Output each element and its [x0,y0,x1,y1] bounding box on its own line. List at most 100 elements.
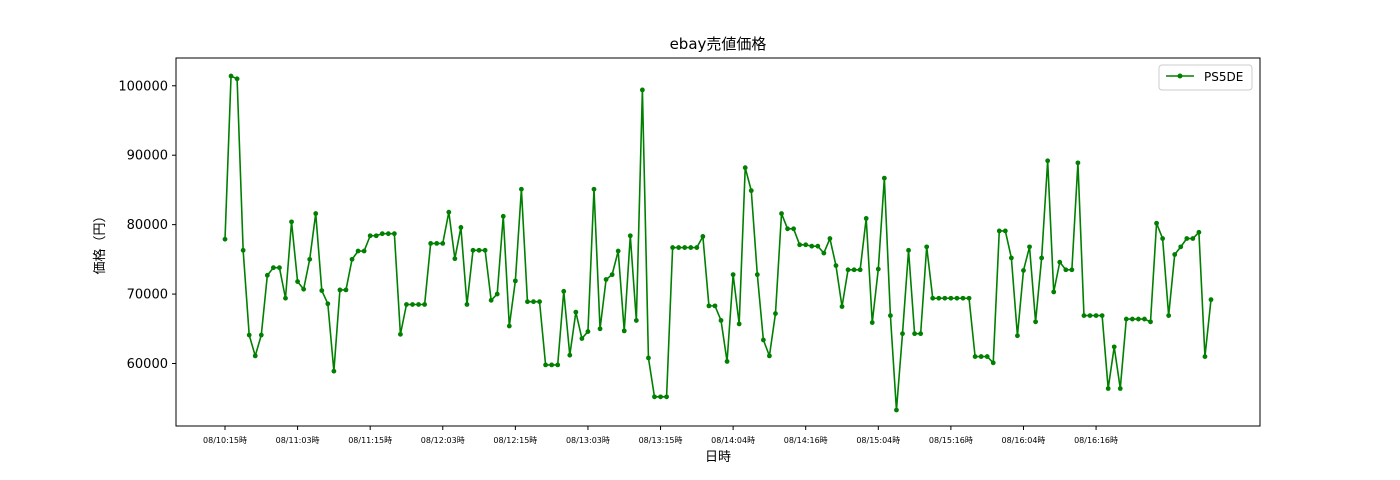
data-point [900,331,905,337]
data-point [410,302,415,307]
data-point [307,256,313,262]
data-point [658,394,663,400]
data-point [821,250,827,256]
data-point [1081,313,1087,318]
data-point [984,354,990,359]
data-point [240,247,246,253]
data-point [446,209,452,215]
data-point [857,267,863,273]
data-point [246,332,252,338]
y-axis-label: 価格（円） [92,209,108,274]
data-point [966,295,972,301]
data-point [567,352,573,358]
data-point [815,243,821,249]
data-point [1015,333,1020,339]
y-tick-label: 80000 [127,218,168,233]
data-point [990,360,996,366]
y-tick-label: 60000 [127,357,168,372]
data-point [694,245,700,250]
x-tick-label: 08/16:16時 [1074,436,1118,445]
x-tick-label: 08/11:03時 [276,436,320,445]
legend-marker-icon [1177,73,1183,79]
data-point [912,331,917,337]
data-point [760,337,766,343]
data-point [355,248,361,254]
data-point [1045,158,1051,164]
x-tick-label: 08/16:04時 [1002,436,1046,445]
data-point [494,291,500,297]
data-point [585,329,591,334]
data-point [1008,255,1014,261]
y-tick-label: 90000 [127,149,168,164]
data-point [700,234,706,239]
data-point [797,242,803,248]
data-point [349,256,355,262]
data-point [652,394,657,400]
data-point [627,233,633,239]
data-point [283,295,288,301]
data-point [343,287,349,293]
data-point [954,295,960,301]
data-point [773,311,778,316]
x-tick-label: 08/14:16時 [784,436,828,445]
data-point [1099,313,1105,318]
data-point [379,231,385,237]
data-point [1075,160,1081,166]
data-point [500,213,506,219]
x-tick-label: 08/15:16時 [929,436,973,445]
data-point [972,354,978,359]
data-point [779,211,784,216]
data-point [633,318,639,323]
y-tick-label: 70000 [127,288,168,303]
data-point [1039,255,1045,261]
data-point [531,299,536,305]
data-point [264,272,270,278]
data-point [1148,319,1153,325]
data-point [597,326,603,332]
data-point [537,299,542,305]
data-point [924,244,930,250]
data-point [331,368,337,374]
data-point [488,297,494,303]
data-point [228,73,234,79]
data-point [506,323,512,329]
data-point [252,353,258,359]
data-point [1172,252,1178,257]
data-point [1057,259,1063,265]
y-axis: 60000 70000 80000 90000 100000 [118,79,176,372]
x-tick-label: 08/12:15時 [493,436,537,445]
data-point [609,272,615,278]
x-tick-label: 08/13:03時 [566,436,610,445]
data-point [1178,244,1184,250]
data-point [325,301,331,307]
x-tick-label: 08/11:15時 [348,436,392,445]
data-point [428,240,434,246]
data-point [1202,354,1208,359]
data-point [906,247,911,253]
data-point [464,302,470,307]
data-point [936,295,942,301]
y-tick-label: 100000 [118,79,168,94]
x-axis-label: 日時 [705,450,731,465]
data-point [676,245,682,250]
data-point [482,247,488,253]
data-point [295,279,300,284]
data-point [706,303,712,309]
data-point [863,215,869,221]
data-point [881,175,887,181]
data-point [724,359,730,364]
data-point [1129,316,1135,322]
data-point [319,288,325,293]
data-point [960,295,966,301]
data-point [549,362,555,368]
data-point [1069,267,1075,273]
plot-area-frame [175,57,1261,427]
data-point [1208,297,1214,303]
legend-label: PS5DE [1204,70,1243,84]
data-point [621,328,627,334]
data-point [367,233,373,239]
data-point [1142,316,1147,322]
data-point [845,267,851,273]
data-point [833,263,839,269]
data-point [888,313,893,318]
